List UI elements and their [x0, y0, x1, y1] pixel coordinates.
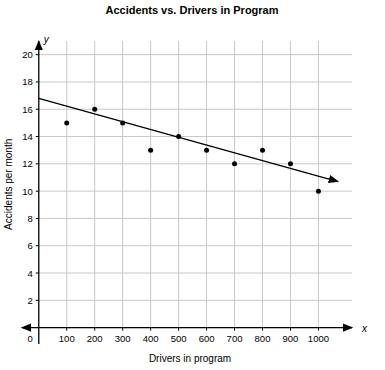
point — [148, 148, 153, 153]
grid-line — [39, 191, 352, 192]
point — [204, 148, 209, 153]
tick — [36, 136, 39, 137]
tick — [36, 109, 39, 110]
tick — [94, 328, 95, 331]
tick — [36, 218, 39, 219]
plot-data — [39, 98, 338, 193]
y-tick-label: 0 — [27, 333, 32, 344]
point — [288, 161, 293, 166]
x-tick-label: 200 — [87, 333, 103, 344]
x-tick-label: 800 — [255, 333, 271, 344]
tick — [122, 328, 123, 331]
x-tick-label: 400 — [143, 333, 159, 344]
tick — [36, 245, 39, 246]
grid-line — [39, 300, 352, 301]
grid-line — [39, 81, 352, 82]
x-tick-label: 500 — [171, 333, 187, 344]
tick — [178, 328, 179, 331]
y-tick-label: 14 — [22, 131, 33, 142]
y-axis-name: y — [43, 34, 50, 45]
tick — [150, 328, 151, 331]
x-axis-name: x — [361, 323, 368, 334]
point — [92, 107, 97, 112]
x-tick-label: 600 — [199, 333, 215, 344]
title: Accidents vs. Drivers in Program — [105, 4, 278, 16]
tick — [36, 273, 39, 274]
point — [260, 148, 265, 153]
grid — [39, 41, 352, 328]
grid-line — [178, 41, 179, 328]
grid-line — [206, 41, 207, 328]
tick — [36, 54, 39, 55]
point — [64, 120, 69, 125]
y-tick-label: 12 — [22, 158, 33, 169]
grid-line — [39, 109, 352, 110]
grid-line — [150, 41, 151, 328]
x-tick-label: 900 — [283, 333, 299, 344]
y-tick-label: 8 — [27, 213, 32, 224]
trend-line — [39, 98, 338, 181]
grid-line — [234, 41, 235, 328]
tick — [66, 328, 67, 331]
tick — [290, 328, 291, 331]
tick — [36, 163, 39, 164]
grid-line — [39, 273, 352, 274]
tick — [234, 328, 235, 331]
grid-line — [290, 41, 291, 328]
y-axis-label: Accidents per month — [3, 139, 14, 230]
grid-line — [39, 54, 352, 55]
y-axis — [38, 41, 39, 344]
x-tick-label: 100 — [59, 333, 75, 344]
grid-line — [94, 41, 95, 328]
y-tick-label: 10 — [22, 186, 33, 197]
y-tick-label: 20 — [22, 49, 33, 60]
y-tick-label: 6 — [27, 240, 32, 251]
y-tick-label: 18 — [22, 76, 33, 87]
grid-line — [39, 136, 352, 137]
grid-line — [39, 163, 352, 164]
grid-line — [122, 41, 123, 328]
grid-line — [66, 41, 67, 328]
grid-line — [262, 41, 263, 328]
x-axis — [22, 327, 352, 328]
tick — [262, 328, 263, 331]
y-tick-label: 2 — [27, 295, 32, 306]
grid-line — [39, 245, 352, 246]
point — [316, 189, 321, 194]
tick — [36, 300, 39, 301]
y-tick-label: 16 — [22, 104, 33, 115]
x-axis-label: Drivers in program — [149, 353, 231, 364]
tick — [206, 328, 207, 331]
grid-line — [318, 41, 319, 328]
x-tick-label: 300 — [115, 333, 131, 344]
x-tick-label: 700 — [227, 333, 243, 344]
grid-line — [39, 218, 352, 219]
tick — [36, 81, 39, 82]
x-tick-label: 1000 — [308, 333, 329, 344]
tick — [318, 328, 319, 331]
point — [232, 161, 237, 166]
tick — [36, 191, 39, 192]
tick — [36, 327, 39, 328]
y-tick-label: 4 — [27, 268, 32, 279]
